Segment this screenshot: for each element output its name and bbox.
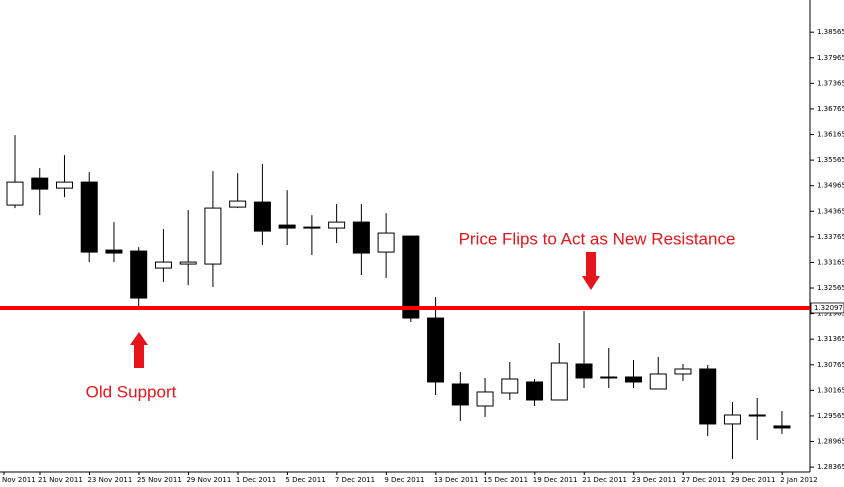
- y-tick-label: 1.29565: [817, 412, 844, 420]
- candle-body: [625, 376, 642, 383]
- x-tick-label: 23 Dec 2011: [632, 476, 677, 484]
- candle-body: [427, 317, 445, 383]
- x-tick-label: 25 Nov 2011: [137, 476, 182, 484]
- candle-body: [550, 362, 568, 401]
- y-tick-label: 1.34965: [817, 182, 844, 190]
- y-tick-label: 1.33765: [817, 233, 844, 241]
- candle-body: [130, 250, 148, 299]
- candle-body: [154, 261, 172, 269]
- candle-body: [723, 414, 741, 425]
- x-tick-label: 19 Dec 2011: [533, 476, 578, 484]
- candle-body: [105, 249, 123, 254]
- y-tick-label: 1.33165: [817, 258, 844, 266]
- x-tick-label: Nov 2011: [2, 476, 36, 484]
- annotation: Old Support: [86, 382, 177, 401]
- x-tick-label: 2 Jan 2012: [780, 476, 818, 484]
- candle-body: [204, 207, 222, 265]
- candle-body: [377, 232, 395, 253]
- candle-body: [773, 425, 791, 429]
- candle-body: [31, 177, 49, 190]
- y-tick-label: 1.31965: [817, 310, 844, 318]
- candle-body: [253, 201, 271, 232]
- candle-body: [575, 363, 593, 379]
- candle-body: [55, 181, 73, 189]
- candle-body: [179, 261, 197, 265]
- x-tick-label: 29 Dec 2011: [731, 476, 776, 484]
- y-tick-label: 1.37365: [817, 79, 844, 87]
- candle-body: [451, 383, 469, 406]
- candle-body: [501, 378, 519, 394]
- y-tick-label: 1.28965: [817, 438, 844, 446]
- x-tick-label: 9 Dec 2011: [384, 476, 424, 484]
- candle-body: [649, 373, 667, 390]
- candle-body: [229, 200, 247, 208]
- y-tick-label: 1.32565: [817, 284, 844, 292]
- y-tick-label: 1.30165: [817, 386, 844, 394]
- candle-body: [303, 226, 321, 229]
- down-arrow: [582, 252, 600, 290]
- candle-body: [600, 376, 618, 379]
- candle-body: [476, 391, 494, 407]
- x-tick-label: 15 Dec 2011: [483, 476, 528, 484]
- x-tick-label: 21 Dec 2011: [582, 476, 627, 484]
- y-tick-label: 1.36765: [817, 105, 844, 113]
- x-tick-label: 29 Nov 2011: [186, 476, 231, 484]
- candle-body: [526, 381, 544, 401]
- x-tick-label: 27 Dec 2011: [681, 476, 726, 484]
- y-tick-label: 1.38565: [817, 28, 844, 36]
- candle-body: [699, 368, 717, 425]
- y-tick-label: 1.36165: [817, 131, 844, 139]
- annotation: Price Flips to Act as New Resistance: [459, 229, 736, 248]
- candle-body: [748, 414, 766, 417]
- x-tick-label: 1 Dec 2011: [236, 476, 276, 484]
- x-tick-label: 5 Dec 2011: [285, 476, 325, 484]
- up-arrow: [130, 332, 148, 368]
- candle-body: [6, 181, 24, 206]
- y-tick-label: 1.35565: [817, 156, 844, 164]
- candle-body: [328, 221, 346, 229]
- y-tick-label: 1.30765: [817, 361, 844, 369]
- y-tick-label: 1.34365: [817, 207, 844, 215]
- x-tick-label: 23 Nov 2011: [87, 476, 132, 484]
- x-tick-label: 13 Dec 2011: [434, 476, 479, 484]
- candles: [6, 135, 791, 459]
- candle-body: [402, 235, 420, 319]
- x-tick-label: 21 Nov 2011: [38, 476, 83, 484]
- candle-body: [80, 181, 98, 253]
- y-tick-label: 1.28365: [817, 463, 844, 471]
- y-tick-label: 1.37965: [817, 54, 844, 62]
- level-label-box: [810, 302, 844, 314]
- candle-body: [352, 221, 370, 254]
- x-tick-label: 7 Dec 2011: [335, 476, 375, 484]
- y-tick-label: 1.31365: [817, 335, 844, 343]
- candle-body: [674, 368, 692, 375]
- candle-body: [278, 224, 296, 229]
- level-label: 1.32097: [814, 304, 843, 312]
